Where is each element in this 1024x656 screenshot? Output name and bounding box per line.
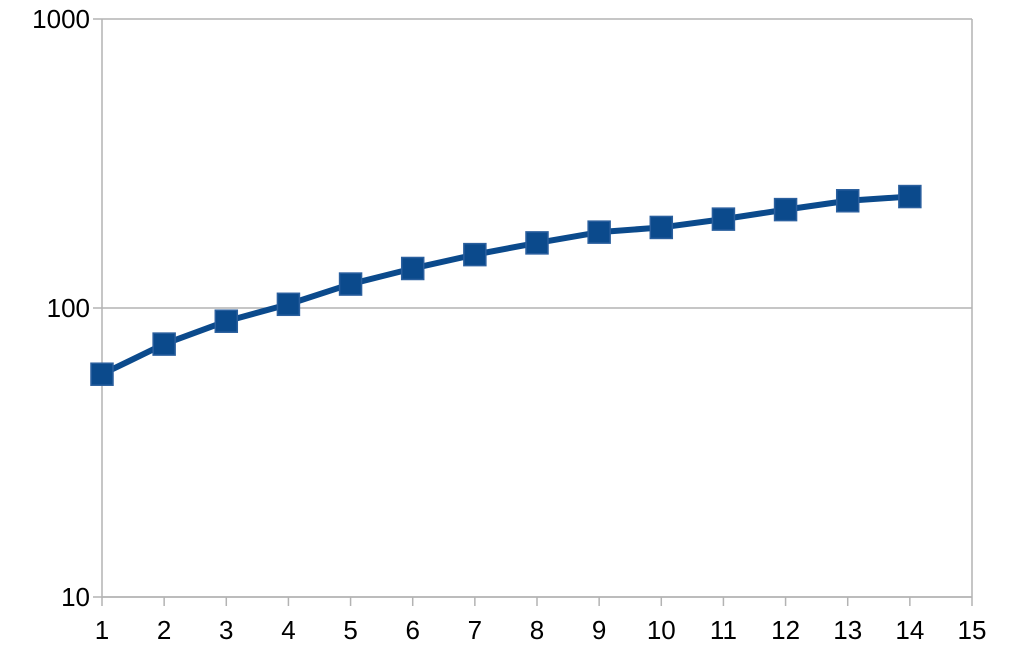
x-tick-label: 13	[833, 615, 862, 645]
x-tick-label: 12	[771, 615, 800, 645]
data-point-1	[90, 362, 114, 386]
x-tick-label: 11	[710, 615, 737, 645]
x-tick-label: 14	[895, 615, 924, 645]
data-point-9	[587, 220, 611, 244]
axes	[93, 18, 973, 606]
data-point-7	[463, 242, 487, 267]
y-tick-label: 1000	[32, 4, 90, 34]
x-tick-label: 6	[405, 615, 419, 645]
series-group	[90, 184, 922, 386]
x-tick-label: 3	[219, 615, 233, 645]
x-tick-label: 7	[468, 615, 482, 645]
y-tick-label: 10	[61, 582, 90, 612]
data-point-13	[835, 189, 860, 213]
x-tick-label: 10	[647, 615, 676, 645]
data-point-8	[525, 231, 549, 255]
data-point-3	[214, 309, 239, 333]
x-tick-label: 5	[343, 615, 357, 645]
data-point-10	[649, 215, 674, 240]
x-tick-label: 8	[530, 615, 544, 645]
x-tick-label: 1	[95, 615, 109, 645]
grid-lines	[102, 18, 972, 598]
x-tick-label: 9	[592, 615, 606, 645]
data-point-14	[898, 184, 922, 209]
data-point-11	[711, 207, 736, 231]
data-point-2	[152, 332, 176, 356]
x-tick-label: 2	[157, 615, 171, 645]
data-point-6	[400, 256, 425, 281]
data-point-12	[773, 197, 798, 222]
x-tick-label: 4	[281, 615, 295, 645]
x-tick-labels: 1 2 3 4 5 6 7 8 9 10 11 12 13 14 15	[95, 615, 987, 645]
y-tick-labels: 10 100 1000	[32, 4, 90, 612]
data-point-5	[338, 272, 363, 296]
x-tick-label: 15	[958, 615, 987, 645]
data-point-4	[276, 292, 301, 317]
y-tick-label: 100	[47, 293, 90, 323]
series-line-0	[100, 193, 911, 377]
